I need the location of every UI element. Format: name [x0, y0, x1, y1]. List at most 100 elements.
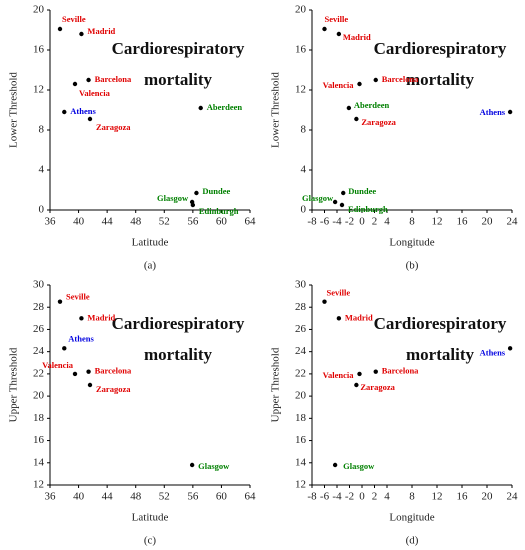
y-tick-label: 16 — [295, 434, 307, 446]
point-label: Edinburgh — [348, 204, 388, 214]
point-label: Dundee — [202, 186, 230, 196]
point — [79, 316, 84, 321]
y-tick-label: 4 — [301, 164, 307, 176]
y-tick-label: 20 — [295, 4, 307, 16]
point-label: Madrid — [87, 26, 115, 36]
x-tick-label: 2 — [372, 491, 378, 503]
y-tick-label: 16 — [33, 434, 45, 446]
y-tick-label: 4 — [39, 164, 45, 176]
point — [373, 369, 378, 374]
x-axis-label: Longitude — [389, 512, 434, 524]
point-label: Valencia — [323, 80, 355, 90]
point-label: Aberdeen — [207, 102, 243, 112]
point-label: Seville — [327, 288, 351, 298]
x-tick-label: 44 — [102, 491, 114, 503]
x-tick-label: 36 — [45, 491, 57, 503]
x-tick-label: -6 — [320, 216, 330, 228]
point-label: Barcelona — [382, 74, 419, 84]
point — [62, 346, 67, 351]
y-tick-label: 0 — [39, 204, 45, 216]
point-label: Athens — [480, 347, 506, 357]
point — [507, 346, 513, 351]
x-tick-label: -4 — [332, 491, 342, 503]
point — [346, 105, 352, 111]
y-tick-label: 28 — [33, 301, 45, 313]
x-tick-label: 48 — [130, 216, 142, 228]
y-tick-label: 30 — [295, 279, 307, 291]
annotation: Cardiorespiratory — [374, 39, 507, 58]
point — [354, 116, 359, 122]
x-tick-label: -8 — [307, 491, 317, 503]
annotation: mortality — [144, 70, 212, 89]
point-label: Athens — [70, 106, 96, 116]
point-label: Glasgow — [302, 193, 334, 203]
point-label: Barcelona — [382, 366, 419, 376]
point — [87, 116, 93, 122]
y-tick-label: 30 — [33, 279, 45, 291]
point-label: Barcelona — [95, 74, 132, 84]
point — [57, 26, 63, 32]
point — [336, 316, 342, 321]
panel: 12 14 16 18 20 22 24 26 28 30 36 40 44 48 52 56 60 64 Uppe… — [8, 279, 256, 547]
x-axis-label: Latitude — [132, 512, 169, 524]
x-tick-label: -4 — [332, 216, 342, 228]
point-label: Glasgow — [343, 461, 375, 471]
x-tick-label: 20 — [482, 216, 494, 228]
x-axis-label: Longitude — [389, 237, 434, 249]
caption: (d) — [406, 535, 419, 547]
point — [357, 81, 362, 87]
point — [72, 371, 78, 377]
point-label: Zaragoza — [96, 122, 131, 132]
annotation: mortality — [144, 345, 212, 364]
point-label: Valencia — [42, 360, 74, 370]
x-tick-label: 60 — [216, 491, 228, 503]
y-axis-label: Lower Threshold — [8, 72, 20, 148]
y-tick-label: 28 — [295, 301, 307, 313]
x-tick-label: 60 — [216, 216, 228, 228]
x-tick-label: 0 — [359, 491, 365, 503]
x-tick-label: 4 — [384, 216, 390, 228]
x-tick-label: 16 — [457, 491, 469, 503]
x-tick-label: 64 — [245, 491, 257, 503]
y-axis-label: Lower Threshold — [270, 72, 282, 148]
point — [322, 26, 327, 32]
y-tick-label: 8 — [39, 124, 45, 136]
annotation: Cardiorespiratory — [112, 314, 245, 333]
point-label: Barcelona — [95, 366, 132, 376]
point-label: Seville — [66, 292, 90, 302]
point — [72, 81, 78, 87]
caption: (b) — [406, 260, 419, 272]
y-tick-label: 24 — [295, 345, 307, 357]
y-tick-label: 20 — [295, 390, 307, 402]
annotation: Cardiorespiratory — [374, 314, 507, 333]
point — [62, 109, 67, 115]
point — [190, 202, 196, 208]
point — [87, 382, 93, 388]
y-tick-label: 12 — [295, 84, 306, 96]
x-tick-label: 2 — [372, 216, 378, 228]
y-tick-label: 22 — [33, 367, 44, 379]
point-label: Glasgow — [198, 461, 230, 471]
y-tick-label: 18 — [295, 412, 307, 424]
point-label: Madrid — [345, 312, 373, 322]
x-tick-label: -2 — [345, 216, 354, 228]
x-tick-label: 0 — [359, 216, 365, 228]
point — [373, 77, 378, 83]
y-tick-label: 18 — [33, 412, 45, 424]
caption: (c) — [144, 535, 157, 547]
point-label: Valencia — [79, 88, 111, 98]
x-tick-label: 24 — [507, 491, 519, 503]
x-axis-label: Latitude — [132, 237, 169, 249]
point-label: Zaragoza — [361, 117, 396, 127]
point — [79, 31, 84, 37]
y-tick-label: 12 — [33, 479, 44, 491]
point — [354, 382, 359, 388]
point-label: Valencia — [323, 370, 355, 380]
x-tick-label: 40 — [73, 491, 85, 503]
point — [322, 299, 327, 304]
x-tick-label: 8 — [409, 491, 415, 503]
y-tick-label: 16 — [295, 44, 307, 56]
